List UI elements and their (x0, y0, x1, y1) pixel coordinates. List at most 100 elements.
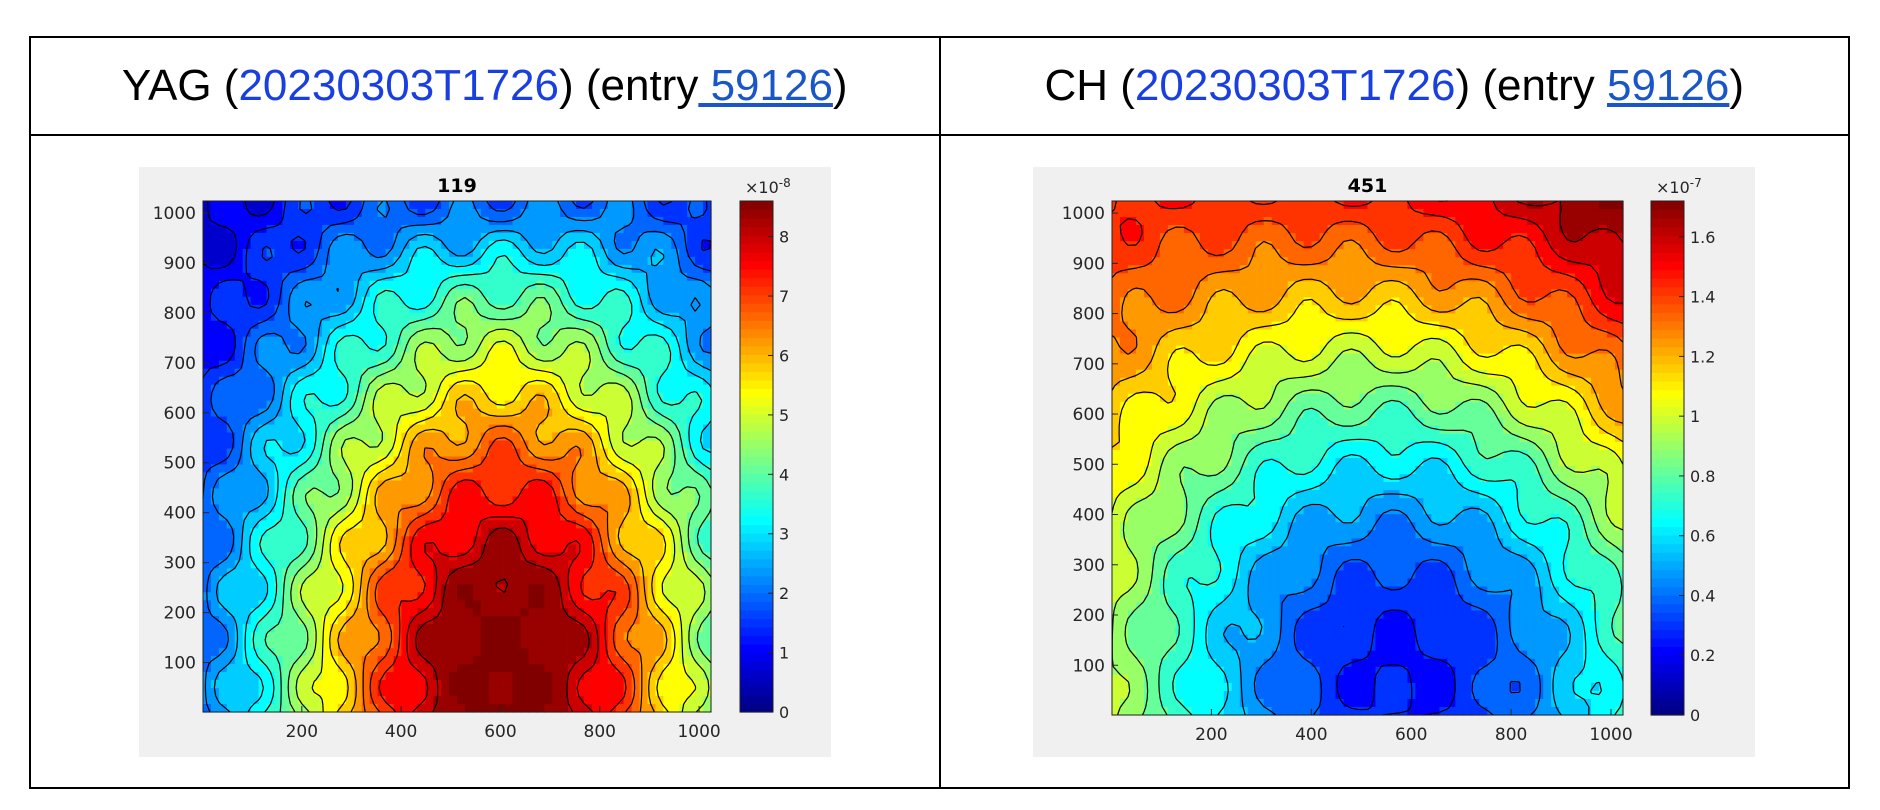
contour-cell (639, 256, 648, 265)
contour-cell (274, 535, 283, 545)
contour-cell (567, 519, 577, 529)
contour-cell (298, 463, 307, 473)
contour-cell (448, 543, 458, 553)
contour-cell (393, 599, 402, 609)
contour-cell (512, 208, 521, 218)
contour-cell (591, 471, 601, 481)
contour-cell (536, 567, 545, 577)
contour-cell (1359, 224, 1369, 234)
contour-cell (1575, 216, 1584, 226)
ch-entry-link[interactable]: 59126 (1607, 61, 1730, 110)
colorbar-segment (739, 558, 773, 568)
contour-cell (591, 264, 601, 273)
contour-cell (639, 511, 648, 521)
contour-cell (472, 360, 482, 369)
contour-cell (226, 400, 236, 409)
contour-cell (448, 527, 458, 537)
contour-cell (528, 559, 537, 569)
contour-cell (686, 384, 696, 393)
contour-cell (702, 256, 712, 265)
contour-cell (583, 400, 593, 409)
contour-cell (1375, 240, 1385, 250)
contour-cell (282, 639, 291, 649)
contour-cell (1399, 224, 1409, 234)
contour-cell (234, 703, 244, 713)
contour-cell (472, 463, 482, 473)
contour-cell (528, 344, 537, 353)
contour-cell (607, 655, 617, 665)
contour-cell (679, 296, 688, 305)
contour-cell (234, 567, 244, 577)
contour-cell (202, 296, 212, 305)
contour-cell (361, 424, 371, 433)
contour-cell (559, 631, 569, 641)
contour-cell (448, 424, 458, 433)
contour-cell (480, 591, 490, 601)
contour-cell (639, 392, 648, 401)
contour-cell (504, 695, 513, 705)
contour-cell (385, 216, 394, 226)
contour-cell (607, 471, 617, 481)
contour-cell (393, 639, 402, 649)
contour-cell (329, 320, 339, 329)
contour-cell (282, 647, 291, 657)
contour-cell (385, 416, 394, 425)
contour-cell (401, 264, 410, 273)
contour-cell (345, 280, 355, 289)
contour-cell (202, 575, 212, 585)
contour-cell (393, 400, 402, 409)
contour-cell (353, 511, 363, 521)
contour-cell (496, 495, 505, 505)
contour-cell (393, 288, 402, 297)
contour-cell (242, 471, 251, 481)
contour-cell (1599, 232, 1608, 242)
colorbar-segment (739, 209, 773, 219)
colorbar-segment (739, 387, 773, 397)
contour-cell (552, 392, 561, 401)
contour-cell (631, 607, 640, 617)
contour-cell (1160, 200, 1169, 210)
contour-cell (210, 440, 220, 449)
contour-cell (377, 591, 386, 601)
contour-cell (290, 376, 299, 385)
contour-cell (337, 240, 347, 249)
contour-cell (671, 527, 680, 537)
contour-cell (1455, 272, 1465, 282)
yag-run-link[interactable]: 20230303T1726 (238, 61, 559, 110)
contour-cell (417, 200, 426, 210)
contour-cell (583, 416, 593, 425)
contour-cell (520, 671, 529, 681)
contour-cell (250, 304, 259, 313)
contour-cell (694, 663, 704, 673)
contour-cell (440, 336, 450, 345)
contour-cell (282, 216, 291, 226)
contour-cell (1279, 224, 1289, 234)
contour-cell (313, 647, 323, 657)
colorbar-tick-label: 7 (779, 287, 789, 306)
contour-cell (274, 575, 283, 585)
contour-cell (393, 368, 402, 377)
contour-cell (218, 240, 228, 249)
contour-cell (599, 615, 609, 625)
contour-cell (393, 448, 402, 457)
contour-cell (393, 384, 402, 393)
contour-cell (266, 687, 275, 697)
contour-cell (274, 663, 283, 673)
contour-cell (329, 479, 339, 489)
contour-cell (1247, 224, 1257, 234)
contour-cell (432, 591, 442, 601)
contour-cell (242, 703, 251, 713)
yag-entry-link[interactable]: 59126 (698, 61, 833, 110)
contour-cell (536, 631, 545, 641)
ch-run-link[interactable]: 20230303T1726 (1134, 61, 1456, 110)
contour-cell (559, 695, 569, 705)
contour-cell (456, 535, 466, 545)
contour-cell (559, 240, 569, 249)
contour-cell (694, 440, 704, 449)
contour-cell (512, 591, 521, 601)
contour-cell (607, 575, 617, 585)
contour-cell (1303, 280, 1313, 290)
contour-cell (305, 463, 315, 473)
contour-cell (282, 344, 291, 353)
contour-cell (583, 671, 593, 681)
